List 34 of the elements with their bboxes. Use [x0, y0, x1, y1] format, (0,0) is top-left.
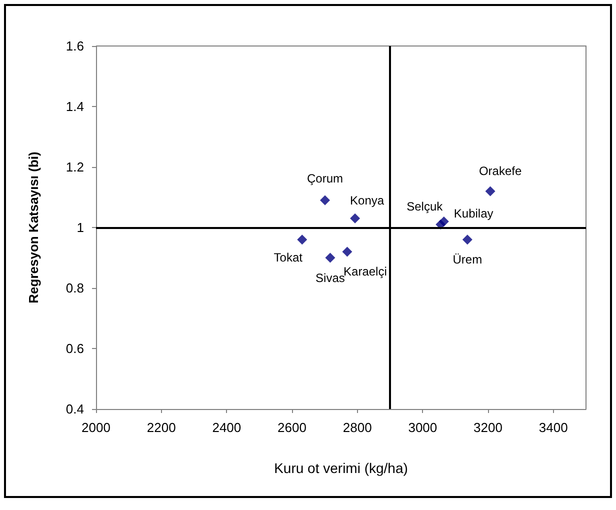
point — [297, 234, 308, 245]
x-tick-label: 2200 — [146, 420, 176, 435]
y-tick-label: 1.6 — [66, 38, 84, 54]
annotation: Karaelçi — [344, 264, 387, 279]
annotation: Selçuk — [406, 199, 444, 214]
annotation: Kubilay — [454, 206, 494, 220]
x-tick-label: 3200 — [474, 420, 502, 435]
y-tick-label: 0.4 — [66, 402, 84, 416]
y-tick-label: 0.8 — [66, 280, 84, 296]
y-tick-label: 1.2 — [66, 160, 84, 174]
annotation: Konya — [350, 193, 384, 208]
annotation: Tokat — [274, 250, 304, 265]
annotation: Çorum — [306, 171, 343, 186]
point — [342, 246, 352, 257]
y-tick-label: 1.4 — [66, 99, 84, 114]
y-axis-title: Regresyon Katsayısı (bi) — [26, 152, 41, 304]
point — [350, 213, 360, 224]
y-tick-label: 0.6 — [66, 341, 84, 356]
point — [325, 252, 336, 263]
point — [462, 234, 472, 245]
annotation: Orakefe — [478, 164, 522, 178]
point — [438, 216, 449, 226]
x-tick-label: 2000 — [82, 420, 110, 435]
x-axis-title: Kuru ot verimi (kg/ha) — [274, 460, 408, 476]
y-tick-label: 1 — [76, 220, 84, 235]
point — [485, 186, 496, 196]
x-tick-label: 3000 — [408, 420, 438, 435]
x-tick-label: 2800 — [342, 420, 372, 435]
x-tick-label: 3400 — [538, 420, 568, 435]
point — [320, 195, 330, 206]
x-tick-label: 2400 — [212, 420, 242, 435]
annotation: Sivas — [316, 270, 345, 285]
x-tick-label: 2600 — [278, 420, 306, 435]
annotation: Ürem — [452, 252, 482, 267]
